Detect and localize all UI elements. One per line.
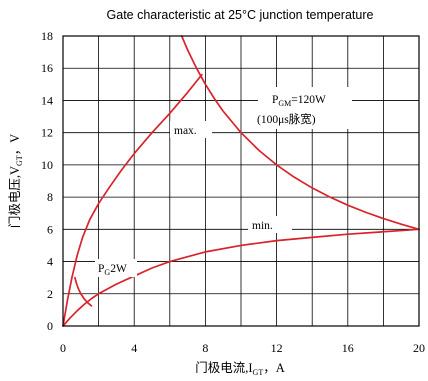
y-tick-label: 16 [41,61,53,75]
y-tick-label: 2 [47,287,53,301]
x-axis-label: 门极电流,IGT，A [195,360,285,377]
tick-labels: 0 4 8 12 16 20 0 2 4 6 8 10 12 14 16 18 [41,29,425,355]
y-tick-label: 10 [41,158,53,172]
pg-label-bg [95,259,137,277]
y-tick-label: 12 [41,126,53,140]
y-tick-label: 6 [47,222,53,236]
pgm-label-bg [258,87,352,129]
pgm-label: PGM=120W [272,94,326,108]
pg-label: PG2W [98,263,127,277]
pg-label-sub: G [104,268,110,277]
y-tick-label: 8 [47,190,53,204]
y-axis-label: 门极电压,VGT，V [7,134,24,228]
pgm-label-p: P [272,94,278,106]
pg-label-rest: 2W [110,263,127,275]
x-tick-label: 16 [342,341,354,355]
y-axis-label-text: 门极电压,V [7,166,22,228]
pg-label-p: P [98,263,104,275]
pgm-label-sub: GM [278,99,291,108]
pulse-width-label: (100μs脉宽) [257,112,316,126]
pgm-120w-curve [180,35,420,231]
x-axis-label-sub: GT [253,368,264,377]
y-axis-label-sub: GT [15,155,24,166]
grid [63,36,419,326]
y-tick-label: 0 [47,319,53,333]
min-label-bg [248,216,292,233]
pgm-label-rest: =120W [291,94,326,106]
x-axis-label-suffix: ，A [263,361,285,375]
x-tick-label: 4 [131,341,137,355]
pg-2w-curve [74,276,93,307]
x-tick-label: 0 [60,341,66,355]
max-curve-label: max. [174,125,197,137]
chart-title: Gate characteristic at 25°C junction tem… [107,8,374,22]
x-tick-label: 8 [202,341,208,355]
curves [62,35,420,327]
series-line-min [62,228,420,327]
min-curve-label: min. [252,220,273,232]
y-tick-label: 14 [41,93,53,107]
series-line-max [62,73,203,327]
x-tick-label: 20 [413,341,425,355]
y-tick-label: 18 [41,29,53,43]
max-label-bg [170,121,212,138]
y-axis-label-suffix: ，V [8,134,22,156]
x-axis-label-text: 门极电流,I [195,360,252,375]
plot-frame [62,35,420,327]
y-tick-label: 4 [47,255,53,269]
x-tick-label: 12 [271,341,283,355]
